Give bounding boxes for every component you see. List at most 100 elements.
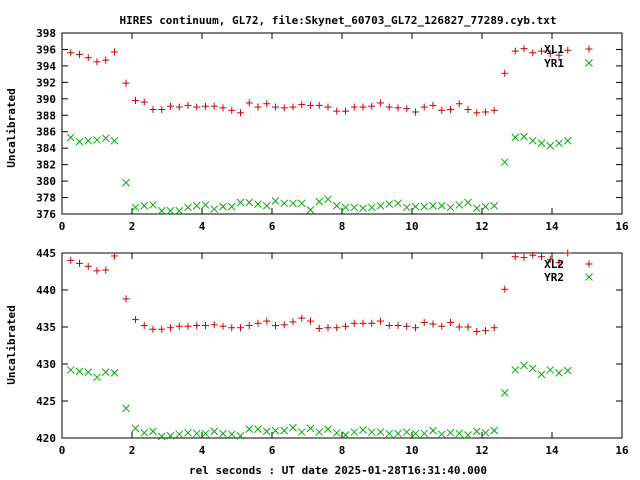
data-point-xl2 (158, 325, 166, 333)
data-point-yr2 (324, 425, 332, 433)
legend-marker-yr1 (585, 59, 593, 67)
y-tick-label: 390 (36, 93, 56, 106)
data-point-xl1 (202, 102, 209, 110)
y-tick-label: 398 (36, 27, 56, 40)
data-point-xl1 (438, 106, 446, 114)
data-point-xl2 (315, 324, 323, 332)
data-point-xl2 (324, 324, 332, 332)
data-point-yr2 (101, 368, 110, 376)
data-point-xl2 (429, 320, 437, 328)
data-point-xl2 (245, 322, 253, 330)
data-point-yr2 (367, 428, 376, 436)
data-point-xl1 (228, 106, 236, 114)
data-point-yr1 (75, 137, 84, 146)
data-point-yr2 (520, 361, 528, 370)
data-point-xl2 (333, 324, 341, 332)
data-point-yr2 (166, 431, 175, 440)
data-point-yr2 (429, 426, 437, 435)
data-point-yr1 (227, 202, 236, 211)
data-point-xl2 (175, 322, 183, 330)
data-point-yr1 (446, 203, 455, 212)
data-point-xl2 (377, 317, 384, 325)
data-point-xl2 (490, 324, 498, 332)
y-tick-label: 380 (36, 175, 56, 188)
data-point-xl1 (93, 58, 101, 66)
data-point-xl2 (350, 319, 358, 327)
data-point-yr1 (437, 201, 446, 210)
data-point-xl2 (184, 322, 192, 330)
data-point-yr1 (175, 206, 184, 215)
data-point-xl2 (210, 321, 218, 329)
data-point-yr1 (122, 178, 130, 187)
data-point-yr2 (563, 366, 572, 375)
data-point-xl2 (520, 253, 528, 261)
y-tick-label: 386 (36, 126, 56, 139)
y-axis-label-top: Uncalibrated (5, 88, 18, 167)
legend-label-yr2: YR2 (544, 271, 564, 284)
data-point-yr2 (500, 389, 509, 397)
data-point-yr1 (528, 136, 537, 145)
data-point-yr1 (472, 204, 481, 213)
data-point-xl1 (324, 103, 332, 111)
x-tick-label: 6 (269, 220, 276, 233)
data-point-yr1 (289, 199, 297, 208)
x-tick-label: 0 (59, 444, 66, 457)
data-point-yr1 (184, 203, 192, 212)
data-point-yr1 (131, 203, 140, 212)
data-point-yr2 (490, 426, 499, 435)
data-point-yr1 (455, 201, 464, 209)
data-point-yr2 (75, 367, 84, 376)
data-point-xl2 (289, 318, 297, 326)
data-point-xl1 (158, 106, 166, 114)
data-point-yr1 (367, 203, 376, 212)
data-point-yr2 (175, 430, 184, 439)
data-point-yr2 (297, 428, 306, 436)
data-point-yr1 (411, 202, 420, 211)
data-point-xl2 (272, 322, 279, 330)
data-point-xl1 (210, 102, 218, 110)
data-point-yr1 (297, 199, 306, 208)
data-point-xl2 (254, 319, 262, 327)
data-point-xl2 (67, 256, 75, 264)
plot-frame (61, 252, 623, 439)
data-point-xl1 (254, 103, 262, 111)
data-point-xl2 (368, 319, 376, 327)
y-tick-label: 425 (36, 395, 56, 408)
data-point-xl2 (420, 319, 428, 327)
y-tick-label: 440 (36, 284, 56, 297)
data-point-yr2 (555, 369, 563, 377)
data-point-xl1 (377, 99, 384, 107)
data-point-xl1 (84, 54, 92, 62)
x-tick-label: 12 (475, 444, 488, 457)
data-point-xl2 (447, 319, 454, 327)
data-point-yr1 (93, 136, 101, 144)
data-point-xl1 (564, 46, 572, 54)
data-point-xl1 (102, 56, 110, 64)
data-point-xl1 (420, 103, 428, 111)
data-point-yr2 (262, 427, 271, 436)
data-point-xl2 (93, 267, 101, 275)
data-point-xl2 (501, 285, 509, 293)
data-point-yr2 (472, 427, 481, 436)
y-tick-label: 378 (36, 192, 56, 205)
data-point-xl1 (272, 103, 279, 111)
x-axis-label: rel seconds : UT date 2025-01-28T16:31:4… (189, 464, 487, 477)
data-point-yr2 (149, 427, 157, 436)
data-point-yr1 (110, 136, 119, 145)
data-point-yr2 (289, 423, 297, 432)
data-point-xl2 (140, 322, 148, 330)
data-point-xl1 (403, 105, 411, 113)
x-tick-label: 6 (269, 444, 276, 457)
data-point-yr2 (110, 369, 119, 377)
data-point-yr1 (500, 158, 509, 167)
data-point-xl1 (67, 49, 75, 57)
data-point-xl2 (307, 317, 314, 325)
data-point-xl1 (482, 108, 489, 116)
data-point-xl2 (102, 266, 110, 274)
data-point-xl1 (501, 69, 509, 77)
data-point-yr2 (227, 430, 236, 439)
data-point-yr2 (455, 429, 464, 438)
data-point-xl2 (202, 322, 209, 330)
